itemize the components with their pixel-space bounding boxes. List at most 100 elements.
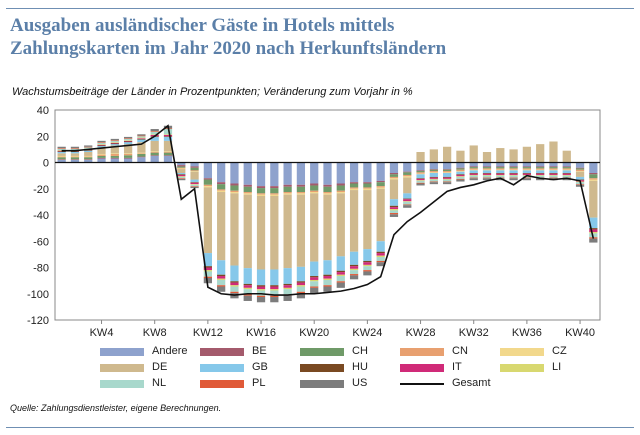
bar-hu-kw14: [230, 281, 239, 283]
bar-nl-kw36: [522, 175, 532, 178]
bar-hu-kw16: [256, 285, 266, 287]
bar-cn-kw20: [310, 190, 319, 193]
bar-it-kw24: [363, 262, 372, 265]
bar-us-kw29: [429, 182, 438, 185]
bar-it-kw5: [110, 142, 119, 144]
bar-de-kw10: [177, 169, 186, 173]
bar-it-kw15: [243, 285, 252, 288]
bar-it-kw17: [270, 286, 279, 290]
bar-cn-kw34: [496, 168, 505, 170]
bar-ch-kw25: [376, 182, 385, 187]
legend-swatch: [400, 364, 444, 372]
bar-ch-kw28: [416, 171, 425, 173]
bar-ch-kw34: [496, 167, 505, 169]
bar-pl-kw12: [203, 276, 212, 278]
bar-de-kw5: [110, 145, 119, 154]
bar-cn-kw19: [296, 192, 306, 194]
bar-nl-kw23: [349, 270, 359, 275]
bar-gb-kw3: [84, 150, 93, 152]
bar-gb-kw40: [575, 176, 585, 180]
bar-gb-kw16: [256, 269, 266, 286]
bar-li-kw26: [389, 209, 399, 211]
bar-nl-kw8: [150, 131, 159, 135]
bar-li-kw16: [256, 289, 266, 291]
bar-de-kw26: [389, 179, 399, 200]
bar-pl-kw22: [336, 281, 345, 283]
bar-pl-kw2: [70, 148, 80, 149]
bar-pl-kw21: [323, 285, 332, 287]
bar-us-kw32: [469, 178, 478, 181]
bar-it-kw11: [190, 182, 199, 185]
bar-li-kw19: [296, 285, 306, 287]
bar-li-kw22: [336, 274, 345, 277]
bar-andere-kw3: [84, 159, 93, 163]
bar-hu-kw19: [296, 281, 306, 283]
bar-nl-kw30: [443, 179, 452, 182]
bar-li-kw28: [416, 180, 425, 181]
bar-nl-kw18: [283, 289, 292, 295]
bar-cz-kw41: [589, 179, 598, 181]
bar-li-kw24: [363, 264, 372, 267]
bar-andere-kw2: [70, 159, 80, 163]
bar-andere-kw34: [496, 162, 505, 167]
bar-ch-kw10: [177, 166, 186, 168]
bar-pl-kw5: [110, 140, 119, 141]
bar-us-kw16: [256, 297, 266, 303]
bar-andere-kw21: [323, 162, 332, 185]
bar-andere-kw27: [403, 162, 412, 172]
bar-nl-kw28: [416, 180, 425, 183]
bar-us-kw13: [217, 286, 226, 292]
bar-be-kw2: [70, 159, 80, 160]
bar-li-kw11: [190, 184, 199, 185]
bar-gb-kw39: [562, 170, 571, 174]
bar-de-kw36: [522, 146, 532, 163]
bar-be-kw20: [310, 183, 319, 186]
bar-pl-kw11: [190, 186, 199, 187]
bar-li-kw7: [137, 137, 146, 139]
bar-ch-kw31: [456, 168, 465, 170]
bar-us-kw33: [482, 178, 492, 181]
bar-cn-kw2: [70, 156, 80, 158]
bar-pl-kw31: [456, 178, 465, 180]
bar-pl-kw32: [469, 177, 478, 179]
legend-label: PL: [252, 377, 266, 389]
x-tick-label: KW8: [143, 327, 167, 339]
bar-ch-kw29: [429, 169, 438, 172]
bar-cz-kw23: [349, 188, 359, 191]
bar-be-kw13: [217, 182, 226, 185]
legend-label: Andere: [152, 345, 188, 357]
bar-gb-kw7: [137, 139, 146, 143]
bar-it-kw20: [310, 277, 319, 280]
bar-be-kw5: [110, 157, 119, 159]
x-tick-label: KW28: [406, 327, 436, 339]
bar-be-kw41: [589, 173, 598, 175]
legend-label: CZ: [552, 345, 567, 357]
bar-cz-kw27: [403, 176, 412, 178]
bar-cn-kw37: [536, 168, 545, 170]
bar-cn-kw8: [150, 152, 159, 153]
bar-ch-kw7: [137, 153, 146, 157]
bar-hu-kw37: [536, 173, 545, 174]
bar-us-kw28: [416, 183, 425, 186]
bar-de-kw35: [509, 149, 518, 163]
bar-cn-kw4: [97, 154, 106, 156]
bar-li-kw41: [589, 232, 598, 234]
bar-be-kw37: [536, 166, 545, 168]
bar-gb-kw30: [443, 173, 452, 177]
bar-hu-kw1: [57, 151, 66, 152]
legend-swatch: [300, 380, 344, 388]
bar-us-kw7: [137, 134, 146, 136]
legend-label: BE: [252, 345, 267, 357]
legend-label: US: [352, 377, 368, 389]
bar-cz-kw35: [509, 169, 518, 171]
bar-be-kw16: [256, 186, 266, 189]
legend-swatch: [400, 348, 444, 356]
bar-us-kw27: [403, 205, 412, 208]
bar-cz-kw22: [336, 192, 345, 194]
bar-hu-kw2: [70, 151, 80, 152]
bar-us-kw15: [243, 295, 252, 301]
legend-swatch: [300, 364, 344, 372]
bar-pl-kw35: [509, 177, 518, 179]
legend-label: Gesamt: [452, 377, 491, 389]
